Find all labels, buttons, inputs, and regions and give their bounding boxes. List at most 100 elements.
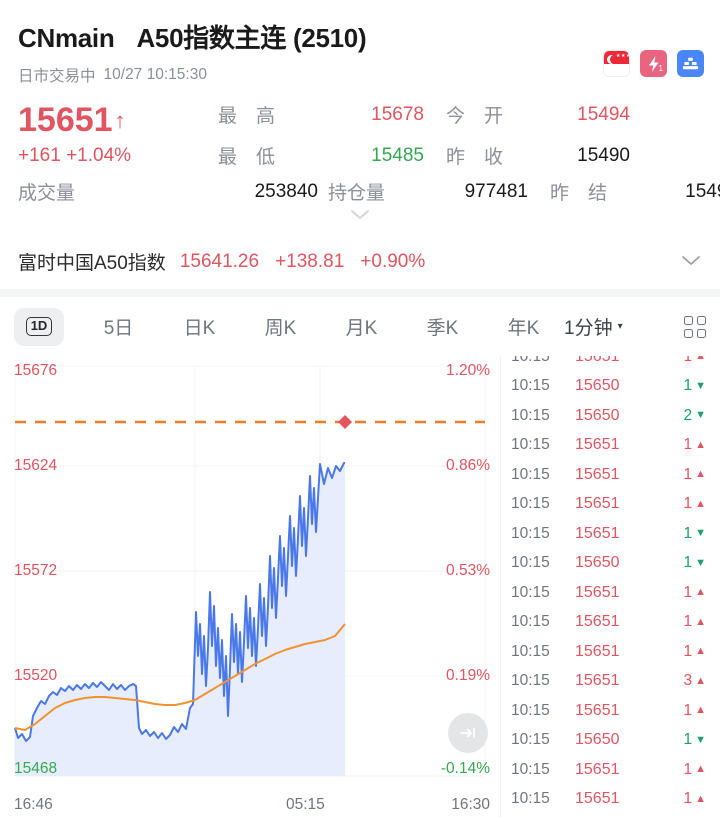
ticker-volume: 1 ▼ <box>683 554 706 572</box>
up-triangle-icon: ▲ <box>695 615 706 628</box>
tab-day-k[interactable]: 日K <box>183 318 216 339</box>
ticker-volume: 1 ▲ <box>683 465 706 483</box>
quote-grid: 15651 ↑ +161 +1.04% 最 高 15678 今 开 15494 … <box>18 94 702 176</box>
ticker-time: 10:15 <box>511 554 550 572</box>
y-axis-right-4: -0.14% <box>440 760 490 777</box>
up-arrow-icon: ↑ <box>114 108 126 134</box>
index-name: 富时中国A50指数 <box>18 253 166 274</box>
ticker-price: 15650 <box>575 406 620 424</box>
market-status-row: 日市交易中 10/27 10:15:30 <box>18 64 702 86</box>
index-expand-icon[interactable] <box>680 252 702 272</box>
ticker-time: 10:15 <box>511 731 550 749</box>
ticker-volume: 1 ▲ <box>683 760 706 778</box>
tab-5day[interactable]: 5日 <box>103 318 134 339</box>
market-status: 日市交易中 <box>18 68 96 85</box>
y-axis-right-0: 1.20% <box>446 362 490 379</box>
chart-and-ticker: 15676 15624 15572 15520 15468 1.20% 0.86… <box>0 356 720 817</box>
up-triangle-icon: ▲ <box>695 674 706 687</box>
ticker-price: 15651 <box>575 672 620 690</box>
ticker-volume: 1 ▲ <box>683 790 706 808</box>
prev-settle-label: 昨 结 <box>550 183 608 204</box>
ticker-row: 10:15 15651 3 ▲ <box>501 667 720 697</box>
average-line <box>14 623 346 731</box>
up-triangle-icon: ▲ <box>695 497 706 510</box>
related-index-bar[interactable]: 富时中国A50指数 15641.26 +138.81 +0.90% <box>0 236 720 297</box>
up-triangle-icon: ▲ <box>695 704 706 717</box>
down-triangle-icon: ▼ <box>695 409 706 422</box>
tab-month-k[interactable]: 月K <box>345 318 378 339</box>
cycle-label: 1分钟 <box>564 318 613 339</box>
up-triangle-icon: ▲ <box>695 438 706 451</box>
trade-ticker-list[interactable]: 10:15 15651 1 ▲ 10:15 15650 1 ▼ 10:15 15650 2 ▼ 10:1… <box>500 356 720 817</box>
ticker-time: 10:15 <box>511 701 550 719</box>
tab-cycle-selector[interactable]: 1分钟 ▾ <box>564 313 623 340</box>
y-axis-left-2: 15572 <box>14 562 58 579</box>
quote-collapse-button[interactable] <box>18 205 702 230</box>
ticker-time: 10:15 <box>511 465 550 483</box>
last-price-block: 15651 ↑ +161 +1.04% <box>18 102 218 167</box>
svg-text:1: 1 <box>658 64 663 73</box>
ticker-time: 10:15 <box>511 524 550 542</box>
up-triangle-icon: ▲ <box>695 468 706 481</box>
ticker-volume: 1 ▲ <box>683 436 706 454</box>
price-change-row: +161 +1.04% <box>18 145 131 167</box>
ticker-price: 15650 <box>575 377 620 395</box>
ticker-rows: 10:15 15651 1 ▲ 10:15 15650 1 ▼ 10:15 15650 2 ▼ 10:1… <box>501 356 720 814</box>
intraday-chart[interactable]: 15676 15624 15572 15520 15468 1.20% 0.86… <box>0 356 500 817</box>
up-triangle-icon: ▲ <box>695 763 706 776</box>
ticker-volume: 3 ▲ <box>683 672 706 690</box>
up-triangle-icon: ▲ <box>695 645 706 658</box>
low-value: 15485 <box>371 144 424 166</box>
grid-view-icon[interactable] <box>684 315 706 338</box>
ticker-time: 10:15 <box>511 760 550 778</box>
ticker-row: 10:15 15651 1 ▲ <box>501 696 720 726</box>
singapore-flag-icon: ★★★ <box>603 50 630 77</box>
ticker-time: 10:15 <box>511 583 550 601</box>
ticker-row: 10:15 15650 1 ▼ <box>501 549 720 579</box>
down-triangle-icon: ▼ <box>695 527 706 540</box>
tab-week-k[interactable]: 周K <box>264 318 297 339</box>
prev-settle-value: 15490 <box>685 180 720 202</box>
ticker-time: 10:15 <box>511 436 550 454</box>
ticker-row: 10:15 15651 1 ▲ <box>501 490 720 520</box>
y-axis-right-3: 0.19% <box>446 667 490 684</box>
y-axis-right-1: 0.86% <box>446 457 490 474</box>
index-change: +138.81 <box>275 250 345 272</box>
ticker-time: 10:15 <box>511 356 550 365</box>
y-axis-left-0: 15676 <box>14 362 58 379</box>
ticker-volume: 1 ▲ <box>683 583 706 601</box>
ticker-row: 10:15 15651 1 ▲ <box>501 578 720 608</box>
prev-close-label: 昨 收 <box>446 147 504 168</box>
margin-ingot-icon[interactable] <box>677 50 704 77</box>
leverage-bolt-icon[interactable]: 1 <box>640 50 667 77</box>
tab-year-k[interactable]: 年K <box>507 318 540 339</box>
ticker-price: 15651 <box>575 465 620 483</box>
title-row: CNmain A50指数主连 (2510) <box>18 18 702 55</box>
prev-close-value: 15490 <box>577 144 630 166</box>
ticker-row: 10:15 15650 1 ▼ <box>501 372 720 402</box>
ticker-price: 15651 <box>575 642 620 660</box>
contract-name: A50指数主连 (2510) <box>136 23 367 53</box>
ticker-time: 10:15 <box>511 790 550 808</box>
ticker-volume: 1 ▲ <box>683 613 706 631</box>
badge-group: ★★★ 1 <box>603 50 704 77</box>
ticker-volume: 1 ▲ <box>683 701 706 719</box>
tab-1d-label: 1D <box>25 317 53 336</box>
price-change: +161 <box>18 144 61 166</box>
ticker-price: 15651 <box>575 790 620 808</box>
chevron-down-icon: ▾ <box>617 321 623 332</box>
ticker-row: 10:15 15651 1 ▲ <box>501 755 720 785</box>
ticker-volume: 2 ▼ <box>683 406 706 424</box>
ticker-row: 10:15 15651 1 ▲ <box>501 431 720 461</box>
up-triangle-icon: ▲ <box>695 792 706 805</box>
down-triangle-icon: ▼ <box>695 379 706 392</box>
chevron-down-icon <box>682 255 700 265</box>
chart-canvas <box>14 365 486 777</box>
tab-quarter-k[interactable]: 季K <box>426 318 459 339</box>
ticker-price: 15651 <box>575 524 620 542</box>
ticker-price: 15651 <box>575 436 620 454</box>
jump-to-latest-button[interactable] <box>448 713 488 753</box>
tab-1d[interactable]: 1D <box>14 307 64 346</box>
ticker-row: 10:15 15651 1 ▲ <box>501 608 720 638</box>
ticker-time: 10:15 <box>511 377 550 395</box>
